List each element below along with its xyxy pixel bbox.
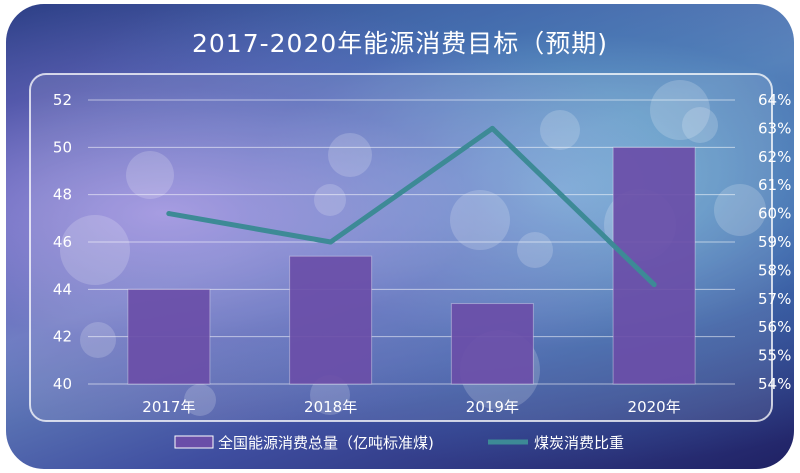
- line-series: [166, 125, 657, 288]
- left-tick-label: 52: [53, 91, 72, 109]
- plot-area: [29, 73, 773, 422]
- x-tick-label: 2019年: [466, 398, 519, 416]
- legend-swatch-bar: [174, 435, 214, 449]
- x-tick-label: 2018年: [304, 398, 357, 416]
- right-tick-label: 55%: [758, 347, 791, 365]
- left-tick-label: 44: [53, 280, 72, 298]
- legend-label-line: 煤炭消费比重: [534, 434, 624, 452]
- right-tick-label: 58%: [758, 261, 791, 279]
- chart-title: 2017-2020年能源消费目标（预期): [191, 29, 609, 58]
- x-tick-label: 2020年: [628, 398, 681, 416]
- bar-series: [127, 146, 696, 385]
- left-axis-ticks: 40 42 44 46 48 50 52: [53, 91, 72, 393]
- left-tick-label: 46: [53, 233, 72, 251]
- bar: [127, 288, 211, 385]
- line-point: [328, 239, 334, 245]
- bar: [612, 146, 696, 385]
- left-tick-label: 42: [53, 328, 72, 346]
- right-tick-label: 61%: [758, 176, 791, 194]
- left-tick-label: 48: [53, 186, 72, 204]
- x-axis-ticks: 2017年 2018年 2019年 2020年: [142, 398, 680, 416]
- right-tick-label: 63%: [758, 119, 791, 137]
- right-tick-label: 54%: [758, 375, 791, 393]
- line-point: [166, 211, 172, 217]
- right-tick-label: 60%: [758, 205, 791, 223]
- legend: 全国能源消费总量（亿吨标准煤) 煤炭消费比重: [174, 434, 624, 452]
- right-tick-label: 64%: [758, 91, 791, 109]
- line-point: [651, 282, 657, 288]
- right-axis-ticks: 54% 55% 56% 57% 58% 59% 60% 61% 62% 63% 64%: [758, 91, 791, 393]
- bar: [450, 303, 534, 385]
- line-point: [489, 125, 495, 131]
- bar: [289, 255, 373, 385]
- legend-label-bar: 全国能源消费总量（亿吨标准煤): [218, 434, 434, 452]
- x-tick-label: 2017年: [142, 398, 195, 416]
- coal-share-line: [166, 125, 657, 288]
- right-tick-label: 57%: [758, 290, 791, 308]
- right-tick-label: 62%: [758, 148, 791, 166]
- left-tick-label: 50: [53, 138, 72, 156]
- right-tick-label: 59%: [758, 233, 791, 251]
- right-tick-label: 56%: [758, 318, 791, 336]
- left-tick-label: 40: [53, 375, 72, 393]
